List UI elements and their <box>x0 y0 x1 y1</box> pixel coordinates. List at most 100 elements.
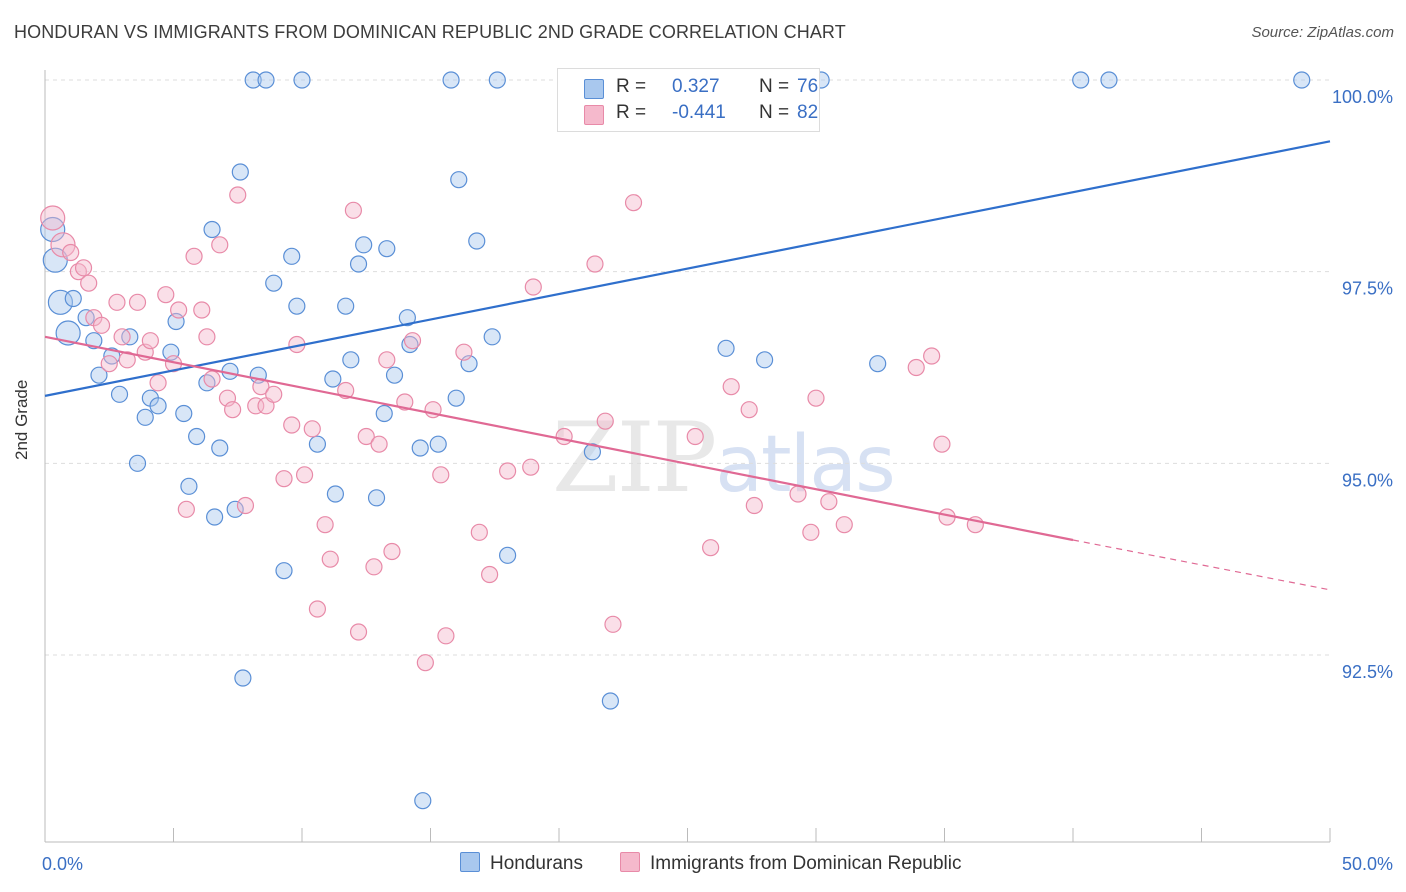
bottom-legend-label: Immigrants from Dominican Republic <box>650 853 962 874</box>
dominican-point <box>177 500 195 518</box>
source-label: Source: ZipAtlas.com <box>1251 24 1394 41</box>
honduran-point <box>442 71 460 89</box>
dominican-point <box>203 370 221 388</box>
dominican-point <box>383 542 401 561</box>
honduran-point <box>136 408 154 426</box>
honduran-point <box>231 163 249 181</box>
honduran-point <box>90 366 108 384</box>
honduran-point <box>275 562 293 580</box>
chart-title: HONDURAN VS IMMIGRANTS FROM DOMINICAN RE… <box>14 22 846 42</box>
honduran-point <box>226 500 244 518</box>
honduran-point <box>234 669 252 687</box>
honduran-point <box>375 404 393 423</box>
honduran-point <box>206 508 224 526</box>
legend-n-value: 76 <box>797 76 819 97</box>
dominican-point <box>789 485 807 503</box>
dominican-point <box>185 247 203 265</box>
dominican-point <box>933 435 951 453</box>
honduran-point <box>149 397 167 415</box>
dominican-point <box>403 332 422 350</box>
honduran-point <box>326 485 345 503</box>
dominican-point <box>295 466 314 484</box>
honduran-point <box>244 71 262 89</box>
dominican-point <box>321 550 339 568</box>
dominican-point <box>499 462 517 480</box>
y-tick-label: 97.5% <box>1342 279 1393 299</box>
honduran-point <box>583 443 602 461</box>
dominican-point <box>820 493 838 511</box>
dominican-point <box>370 435 388 453</box>
dominican-point <box>265 385 283 403</box>
dominican-point <box>455 343 473 361</box>
honduran-point <box>601 692 620 710</box>
honduran-point <box>378 240 396 258</box>
honduran-point <box>717 339 735 357</box>
dominican-point <box>283 416 301 434</box>
honduran-point <box>55 320 81 346</box>
honduran-point <box>180 477 198 495</box>
watermark-zip: ZIP <box>552 402 717 514</box>
dominican-point <box>211 236 229 254</box>
honduran-point <box>355 236 373 254</box>
honduran-point <box>429 435 447 453</box>
dominican-point <box>344 201 362 219</box>
legend-r-label: R = <box>616 102 647 123</box>
stats-legend: R = 0.327 N = 76 R = -0.441 N = 82 <box>557 68 820 132</box>
honduran-point <box>324 370 342 388</box>
dominican-point <box>303 420 321 438</box>
dominican-point <box>157 286 175 304</box>
honduran-point <box>110 385 129 403</box>
y-tick-label: 92.5% <box>1342 662 1393 682</box>
legend-n-label: N = <box>759 102 790 123</box>
dominican-point <box>740 401 758 419</box>
bottom-legend-swatch-pink <box>620 852 640 872</box>
dominican-point <box>170 301 188 319</box>
dominican-point <box>586 255 604 273</box>
dominican-point <box>624 194 643 212</box>
honduran-point <box>398 309 416 327</box>
dominican-point <box>907 358 925 377</box>
honduran-point <box>293 71 311 89</box>
legend-n-value: 82 <box>797 102 819 123</box>
honduran-point <box>265 274 283 292</box>
y-tick-label: 100.0% <box>1332 87 1393 107</box>
dominican-point <box>604 615 622 633</box>
dominican-trend-line <box>44 335 1074 542</box>
honduran-point <box>1293 71 1311 89</box>
bottom-legend-swatch-blue <box>460 852 480 872</box>
dominican-point <box>702 539 720 557</box>
honduran-trend-line <box>44 140 1331 397</box>
dominican-point <box>149 374 167 392</box>
dominican-point <box>555 427 573 446</box>
dominican-point <box>62 243 80 262</box>
dominican-point <box>40 205 66 231</box>
bottom-legend-hondurans: Hondurans <box>460 852 583 875</box>
dominican-point <box>807 389 825 407</box>
y-axis-label: 2nd Grade <box>12 379 31 460</box>
dominican-point <box>365 558 383 576</box>
honduran-point <box>175 404 193 423</box>
legend-r-value: -0.441 <box>672 102 726 123</box>
legend-r-label: R = <box>616 76 647 97</box>
honduran-point <box>1100 71 1118 89</box>
dominican-point <box>141 332 159 350</box>
dominican-point <box>193 301 211 319</box>
watermark: ZIPatlas <box>552 402 896 514</box>
honduran-point <box>128 454 147 472</box>
dominican-point <box>686 427 704 446</box>
dominican-point <box>802 523 820 541</box>
dominican-point <box>80 274 98 292</box>
honduran-point <box>257 71 275 89</box>
honduran-point <box>450 171 468 189</box>
dominican-point <box>50 232 76 258</box>
honduran-point <box>468 232 486 250</box>
honduran-point <box>211 439 229 457</box>
honduran-point <box>869 355 887 373</box>
dominican-point <box>437 627 455 645</box>
dominican-point <box>396 393 414 411</box>
honduran-point <box>488 71 506 89</box>
dominican-point <box>596 412 614 430</box>
legend-n-label: N = <box>759 76 790 97</box>
bottom-legend-dominican: Immigrants from Dominican Republic <box>620 852 962 875</box>
